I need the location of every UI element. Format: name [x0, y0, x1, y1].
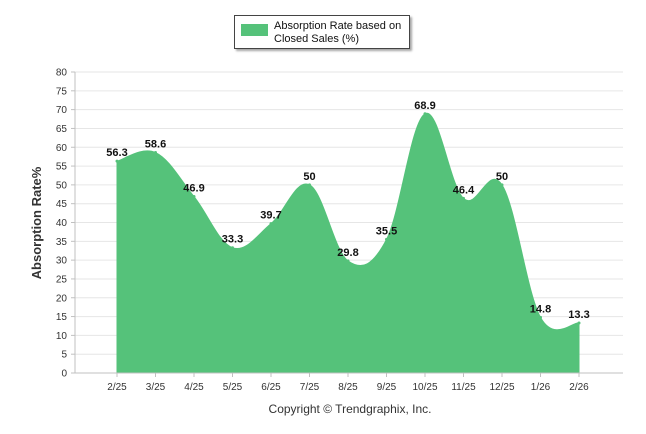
- data-point: [115, 159, 119, 163]
- y-tick-label: 20: [56, 293, 68, 304]
- plot-area: [115, 112, 581, 374]
- legend-swatch: [241, 24, 268, 36]
- y-axis-title: Absorption Rate%: [29, 166, 44, 279]
- y-tick-label: 15: [56, 312, 68, 323]
- y-tick-label: 50: [56, 180, 68, 191]
- data-point: [423, 112, 427, 116]
- y-tick-label: 10: [56, 331, 68, 342]
- data-point: [269, 222, 273, 226]
- data-label: 39.7: [260, 210, 281, 222]
- data-label: 68.9: [414, 100, 435, 112]
- data-label: 14.8: [530, 303, 551, 315]
- data-label: 58.6: [145, 139, 166, 151]
- data-point: [154, 151, 157, 155]
- data-label: 46.4: [453, 184, 475, 196]
- y-axis-ticks: 0 5 10 15 20 25 30 35 40 45 50 55 60 65 70 75 80: [56, 68, 75, 380]
- y-tick-label: 30: [56, 256, 68, 267]
- legend-label-line-1: Absorption Rate based on: [274, 20, 402, 32]
- x-axis-ticks: 2/25 3/25 4/25 5/25 6/25 7/25 8/25 9/25 10/25 11/…: [107, 373, 589, 393]
- data-label: 33.3: [222, 234, 243, 246]
- y-tick-label: 60: [56, 143, 68, 154]
- x-tick-label: 4/25: [184, 382, 204, 393]
- y-tick-label: 45: [56, 199, 68, 210]
- legend-label: Absorption Rate based on Closed Sales (%…: [274, 20, 401, 46]
- y-tick-label: 55: [56, 162, 68, 173]
- x-tick-label: 1/26: [531, 382, 551, 393]
- y-tick-label: 35: [56, 237, 68, 248]
- y-tick-label: 0: [61, 369, 67, 380]
- data-label: 35.5: [376, 225, 397, 237]
- data-label: 50: [303, 171, 315, 183]
- data-point: [231, 246, 234, 250]
- data-point: [539, 315, 542, 319]
- x-tick-label: 2/25: [107, 382, 127, 393]
- y-tick-label: 70: [56, 105, 68, 116]
- data-point: [192, 195, 196, 199]
- x-tick-label: 2/26: [569, 382, 589, 393]
- data-label: 13.3: [568, 309, 589, 321]
- x-tick-label: 12/25: [489, 382, 514, 393]
- x-tick-label: 6/25: [261, 382, 281, 393]
- x-tick-label: 11/25: [451, 382, 476, 393]
- legend-label-line-2: Closed Sales (%): [274, 33, 359, 45]
- x-tick-label: 7/25: [300, 382, 320, 393]
- y-tick-label: 75: [56, 86, 68, 97]
- y-tick-label: 5: [61, 350, 67, 361]
- x-tick-label: 9/25: [377, 382, 397, 393]
- y-tick-label: 65: [56, 124, 68, 135]
- y-tick-label: 40: [56, 218, 68, 229]
- data-label: 29.8: [337, 247, 358, 259]
- data-point: [385, 237, 388, 241]
- data-point: [500, 183, 504, 187]
- data-point: [346, 259, 350, 263]
- x-tick-label: 3/25: [146, 382, 166, 393]
- x-tick-label: 10/25: [412, 382, 437, 393]
- data-label: 50: [496, 171, 508, 183]
- x-tick-label: 8/25: [338, 382, 358, 393]
- data-label: 56.3: [106, 147, 127, 159]
- y-tick-label: 80: [56, 68, 68, 79]
- data-point: [577, 321, 581, 325]
- data-labels: 56.3 58.6 46.9 33.3 39.7 50 29.8 35.5 68.9 46.4 50…: [106, 100, 589, 321]
- legend: Absorption Rate based on Closed Sales (%…: [234, 15, 410, 49]
- series-area: [116, 113, 580, 374]
- data-point: [462, 196, 465, 200]
- data-point: [308, 183, 311, 187]
- data-label: 46.9: [183, 183, 204, 195]
- copyright-text: Copyright © Trendgraphix, Inc.: [269, 402, 432, 416]
- y-tick-label: 25: [56, 274, 68, 285]
- x-tick-label: 5/25: [223, 382, 243, 393]
